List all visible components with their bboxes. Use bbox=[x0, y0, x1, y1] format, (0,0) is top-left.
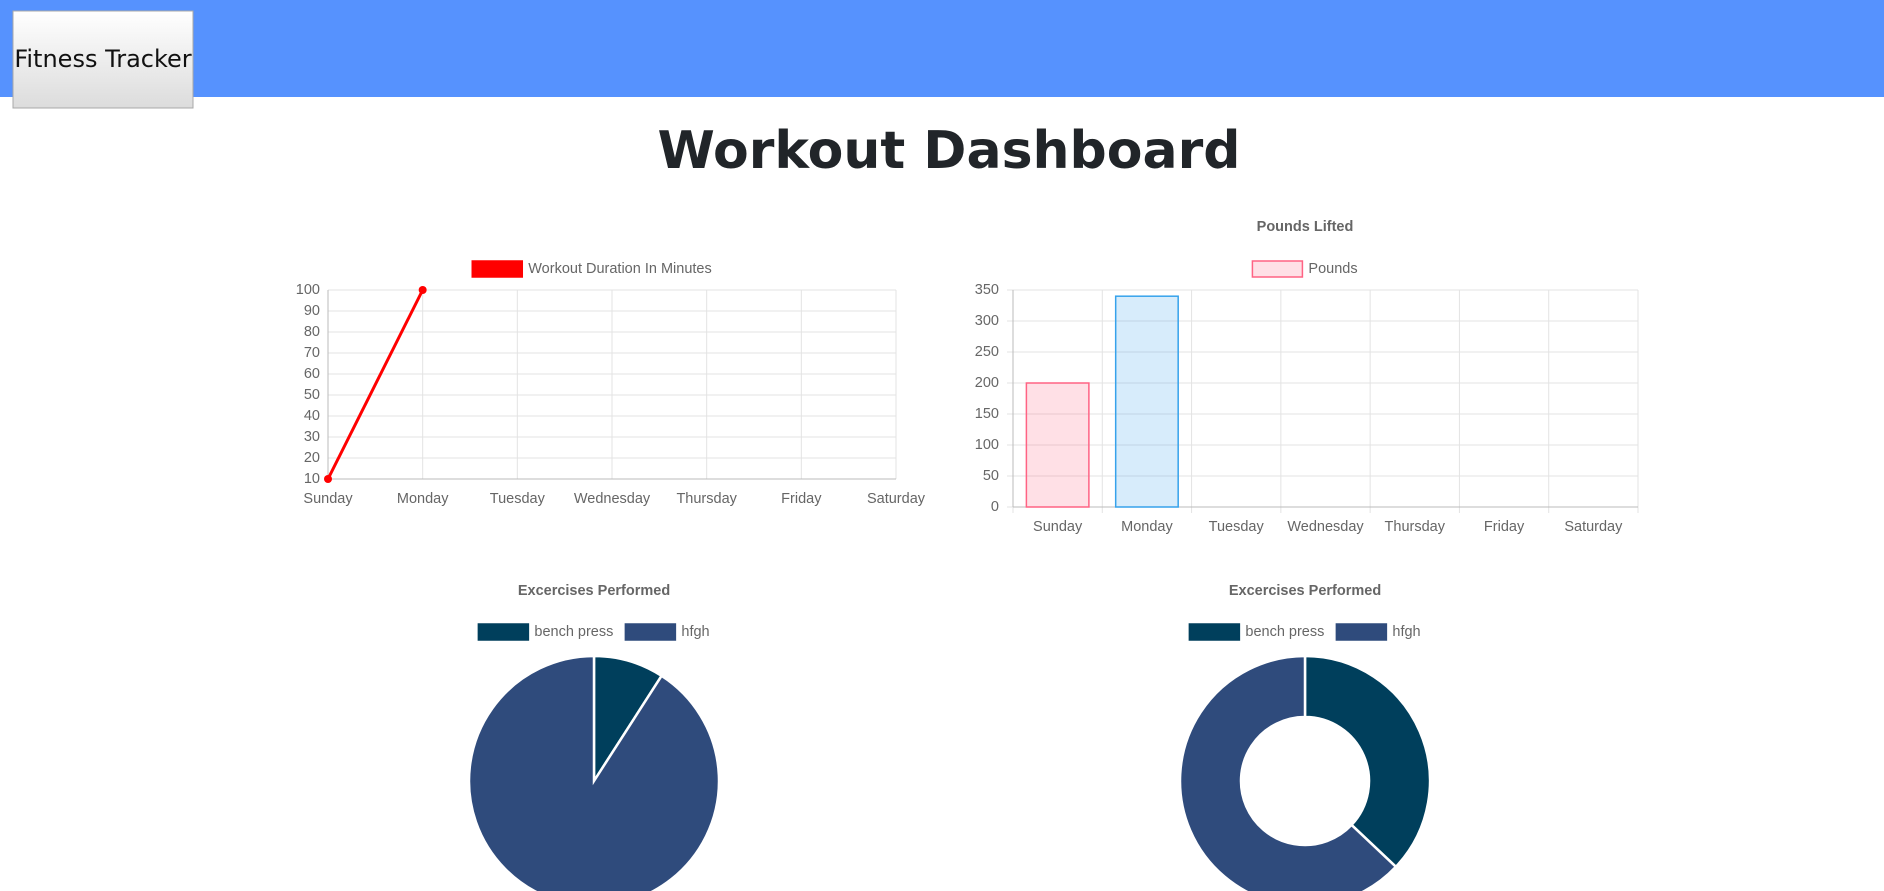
y-tick-label: 10 bbox=[304, 471, 320, 487]
y-tick-label: 40 bbox=[304, 408, 320, 424]
legend-label: hfgh bbox=[681, 624, 709, 640]
line bbox=[326, 289, 425, 480]
legend-label: Workout Duration In Minutes bbox=[528, 261, 711, 277]
y-tick-label: 100 bbox=[975, 437, 999, 453]
chart-title: Excercises Performed bbox=[1229, 583, 1381, 599]
x-tick-label: Tuesday bbox=[490, 491, 546, 507]
legend-swatch bbox=[1188, 623, 1241, 641]
legend-swatch bbox=[1251, 260, 1304, 278]
x-tick-label: Friday bbox=[781, 491, 822, 507]
y-tick-label: 60 bbox=[304, 366, 320, 382]
legend-swatch bbox=[477, 623, 530, 641]
legend-label: hfgh bbox=[1392, 624, 1420, 640]
y-tick-label: 70 bbox=[304, 345, 320, 361]
legend-swatch bbox=[471, 260, 524, 278]
x-tick-label: Saturday bbox=[1564, 519, 1623, 535]
x-tick-label: Sunday bbox=[303, 491, 353, 507]
y-tick-label: 50 bbox=[983, 468, 999, 484]
bar bbox=[1114, 295, 1179, 508]
x-tick-label: Saturday bbox=[867, 491, 926, 507]
point bbox=[418, 286, 427, 294]
legend-label: bench press bbox=[534, 624, 613, 640]
y-tick-label: 300 bbox=[975, 313, 999, 329]
x-tick-label: Monday bbox=[397, 491, 449, 507]
legend-swatch bbox=[624, 623, 677, 641]
y-tick-label: 200 bbox=[975, 375, 999, 391]
slice bbox=[467, 654, 721, 891]
brand-button[interactable] bbox=[12, 10, 194, 109]
y-tick-label: 90 bbox=[304, 303, 320, 319]
x-tick-label: Thursday bbox=[1385, 519, 1446, 535]
slice bbox=[1303, 654, 1432, 869]
legend-label: Pounds bbox=[1308, 261, 1357, 277]
y-tick-label: 250 bbox=[975, 344, 999, 360]
y-tick-label: 150 bbox=[975, 406, 999, 422]
navbar bbox=[0, 0, 1884, 97]
y-tick-label: 20 bbox=[304, 450, 320, 466]
y-tick-label: 100 bbox=[296, 282, 320, 298]
x-tick-label: Tuesday bbox=[1209, 519, 1265, 535]
legend-swatch bbox=[1335, 623, 1388, 641]
slice bbox=[1178, 654, 1398, 891]
x-tick-label: Wednesday bbox=[1287, 519, 1364, 535]
bar bbox=[1025, 382, 1090, 508]
y-tick-label: 80 bbox=[304, 324, 320, 340]
chart-title: Excercises Performed bbox=[518, 583, 670, 599]
x-tick-label: Friday bbox=[1484, 519, 1525, 535]
chart-title: Pounds Lifted bbox=[1257, 219, 1354, 235]
x-tick-label: Wednesday bbox=[574, 491, 651, 507]
x-tick-label: Sunday bbox=[1033, 519, 1083, 535]
y-tick-label: 0 bbox=[991, 499, 999, 515]
x-tick-label: Thursday bbox=[676, 491, 737, 507]
y-tick-label: 50 bbox=[304, 387, 320, 403]
y-tick-label: 30 bbox=[304, 429, 320, 445]
page-title: Workout Dashboard bbox=[658, 121, 1241, 181]
legend-label: bench press bbox=[1245, 624, 1324, 640]
brand[interactable]: Fitness Tracker bbox=[14, 45, 191, 73]
point bbox=[324, 475, 332, 483]
y-tick-label: 350 bbox=[975, 282, 999, 298]
x-tick-label: Monday bbox=[1121, 519, 1173, 535]
